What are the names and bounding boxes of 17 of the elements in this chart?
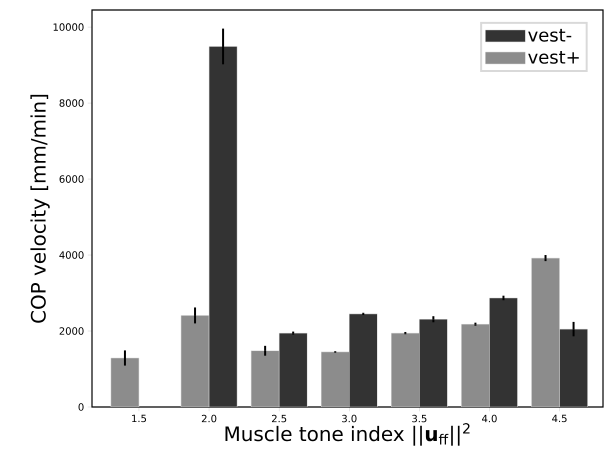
legend-label: vest+ bbox=[528, 50, 579, 64]
y-tick-label: 8000 bbox=[60, 99, 84, 107]
legend-label: vest- bbox=[528, 28, 572, 42]
y-tick-label: 2000 bbox=[60, 327, 84, 335]
x-axis-title: Muscle tone index ||u$_{ff}$||$^{2}$ bbox=[226, 423, 470, 446]
y-axis-title: COP velocity [mm/min] bbox=[30, 94, 50, 323]
x-tick-label: 3.0 bbox=[342, 414, 357, 422]
x-tick-label: 2.5 bbox=[272, 414, 286, 422]
x-tick-label: 4.0 bbox=[482, 414, 497, 422]
y-tick-label: 6000 bbox=[60, 175, 84, 183]
y-tick-label: 10000 bbox=[54, 23, 84, 31]
y-tick-label: 4000 bbox=[59, 251, 84, 259]
x-tick-label: 4.5 bbox=[552, 414, 567, 422]
x-tick-label: 1.5 bbox=[132, 414, 146, 422]
x-tick-label: 2.0 bbox=[202, 414, 216, 422]
y-tick-label: 0 bbox=[78, 403, 84, 411]
x-tick-label: 3.5 bbox=[412, 414, 426, 422]
